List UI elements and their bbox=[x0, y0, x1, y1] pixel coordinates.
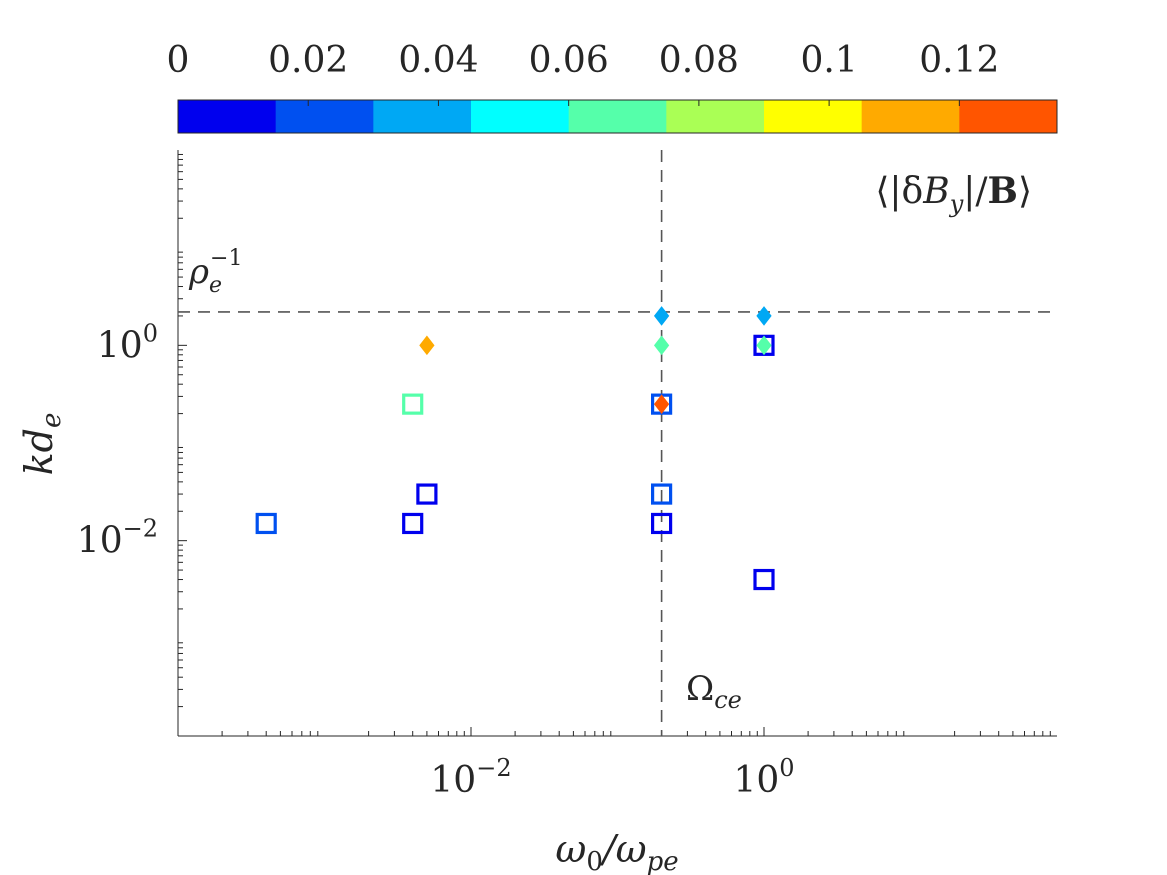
colorbar-segment bbox=[275, 100, 374, 133]
square-marker bbox=[402, 512, 424, 535]
colorbar-segment bbox=[764, 100, 863, 133]
colorbar-tick-label: 0.04 bbox=[398, 40, 478, 81]
colorbar-segment bbox=[178, 100, 277, 133]
x-major-ticks bbox=[470, 727, 765, 736]
diamond-marker bbox=[419, 335, 435, 356]
colorbar-ticks: 0 0.02 0.04 0.06 0.08 0.1 0.12 bbox=[167, 40, 999, 106]
y-tick-label: 100 bbox=[97, 319, 158, 366]
square-marker bbox=[753, 568, 775, 591]
colorbar: 0 0.02 0.04 0.06 0.08 0.1 0.12 bbox=[167, 40, 1058, 134]
colorbar-segment bbox=[959, 100, 1058, 133]
square-marker bbox=[255, 512, 277, 535]
colorbar-segment bbox=[666, 100, 765, 133]
colorbar-tick-label: 0.12 bbox=[919, 40, 999, 81]
y-major-ticks bbox=[178, 344, 187, 542]
colorbar-tick-label: 0.1 bbox=[800, 40, 857, 81]
y-minor-ticks bbox=[178, 153, 183, 708]
diamond-marker bbox=[653, 306, 670, 326]
y-axis-label: kde bbox=[17, 413, 67, 476]
colorbar-segments bbox=[178, 100, 1058, 133]
rho-label: ρe−1 bbox=[188, 246, 242, 298]
omega-ce-label: Ωce bbox=[686, 669, 742, 714]
diamond-marker bbox=[756, 306, 772, 326]
x-tick-labels: 10−2 100 bbox=[430, 754, 794, 801]
data-markers bbox=[255, 306, 775, 591]
colorbar-tick-label: 0.08 bbox=[659, 40, 739, 81]
x-minor-ticks bbox=[221, 731, 1051, 736]
x-axis-label: ω0/ωpe bbox=[555, 827, 678, 875]
square-marker bbox=[651, 483, 673, 505]
colorbar-segment bbox=[471, 100, 570, 133]
colorbar-segment bbox=[373, 100, 472, 133]
square-marker bbox=[651, 512, 673, 535]
colorbar-frame bbox=[177, 99, 1058, 134]
colorbar-tick-label: 0.02 bbox=[268, 40, 348, 81]
colorbar-tick-label: 0 bbox=[167, 40, 190, 81]
reference-lines bbox=[178, 150, 1057, 736]
diamond-marker bbox=[653, 394, 670, 414]
square-marker bbox=[402, 393, 424, 415]
square-marker bbox=[416, 483, 438, 505]
colorbar-segment bbox=[861, 100, 960, 133]
colorbar-label: ⟨|δBy|/B⟩ bbox=[875, 170, 1032, 218]
y-tick-label: 10−2 bbox=[77, 515, 158, 562]
x-tick-label: 10−2 bbox=[430, 754, 511, 801]
diamond-marker bbox=[756, 335, 772, 356]
plot-axes bbox=[177, 150, 1057, 737]
colorbar-segment bbox=[568, 100, 667, 133]
colorbar-tick-label: 0.06 bbox=[529, 40, 609, 81]
y-tick-labels: 10−2 100 bbox=[77, 319, 158, 561]
x-tick-label: 100 bbox=[733, 754, 794, 801]
diamond-marker bbox=[653, 335, 670, 356]
